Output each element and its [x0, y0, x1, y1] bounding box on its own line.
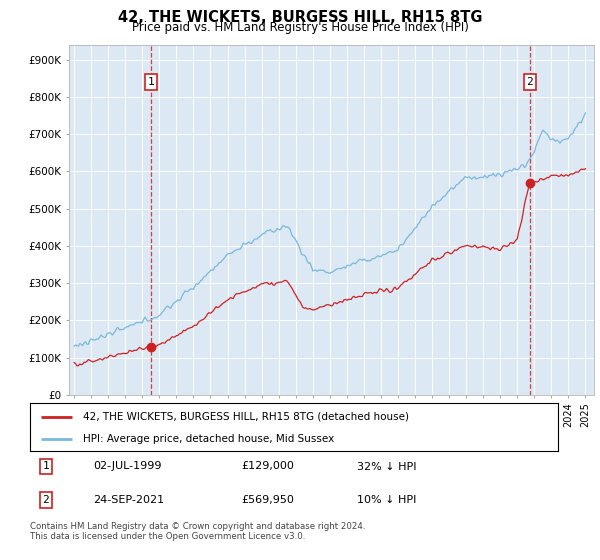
Text: 24-SEP-2021: 24-SEP-2021 [94, 495, 164, 505]
Text: 1: 1 [43, 461, 49, 472]
Text: £129,000: £129,000 [241, 461, 294, 472]
Text: 02-JUL-1999: 02-JUL-1999 [94, 461, 162, 472]
Text: Price paid vs. HM Land Registry's House Price Index (HPI): Price paid vs. HM Land Registry's House … [131, 21, 469, 34]
Text: 2: 2 [43, 495, 49, 505]
Text: 42, THE WICKETS, BURGESS HILL, RH15 8TG: 42, THE WICKETS, BURGESS HILL, RH15 8TG [118, 10, 482, 25]
Text: 42, THE WICKETS, BURGESS HILL, RH15 8TG (detached house): 42, THE WICKETS, BURGESS HILL, RH15 8TG … [83, 412, 409, 422]
Text: 2: 2 [526, 77, 533, 87]
Text: HPI: Average price, detached house, Mid Sussex: HPI: Average price, detached house, Mid … [83, 434, 334, 444]
Text: £569,950: £569,950 [241, 495, 294, 505]
Text: 10% ↓ HPI: 10% ↓ HPI [358, 495, 417, 505]
Text: Contains HM Land Registry data © Crown copyright and database right 2024.
This d: Contains HM Land Registry data © Crown c… [30, 522, 365, 542]
Text: 32% ↓ HPI: 32% ↓ HPI [358, 461, 417, 472]
Text: 1: 1 [148, 77, 154, 87]
